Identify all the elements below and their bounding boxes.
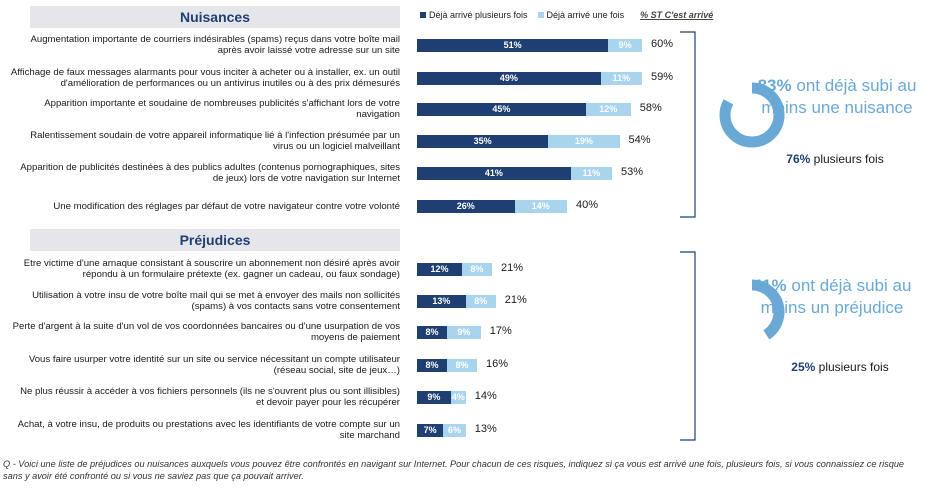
nuisances-summary-percent: 83% [757,76,792,95]
row-label: Vous faire usurper votre identité sur un… [28,354,400,376]
prejudices-plusieurs-value: 25% [791,360,816,374]
bar-total: 40% [576,199,599,211]
bar-total: 54% [628,134,651,146]
nuisances-title: Nuisances [179,9,251,25]
nuisances-plusieurs-value: 76% [786,152,811,166]
bar-once: 9% [608,38,642,52]
nuisances-plusieurs-text: plusieurs fois [813,152,884,166]
row-label: Une modification des réglages par défaut… [53,200,400,212]
row-label: Ne plus réussir à accéder à vos fichiers… [20,386,400,408]
legend-once-label: Déjà arrivé une fois [546,10,625,20]
row-label: Achat, à votre insu, de produits ou pres… [17,419,400,441]
bar-once: 6% [443,423,466,437]
bar-total: 58% [639,102,662,114]
bar-many: 7% [417,423,444,437]
prejudices-summary-text: ont déjà subi au moins un préjudice [760,276,912,317]
row-label: Etre victime d'une arnaque consistant à … [23,258,400,280]
legend-many-label: Déjà arrivé plusieurs fois [429,10,528,20]
bar-many: 8% [417,358,447,372]
bar-once: 14% [514,199,567,213]
legend-st-label: % ST C'est arrivé [640,10,714,20]
nuisances-header: Nuisances [30,6,400,28]
bar-once: 8% [465,294,496,308]
prejudices-bracket [680,251,696,441]
row-label: Perte d'argent à la suite d'un vol de vo… [12,321,400,343]
legend-once-swatch [537,12,544,18]
legend-many-swatch [420,12,426,18]
bar-many: 26% [417,199,515,213]
nuisances-summary: 83% ont déjà subi au moins une nuisance [752,75,922,119]
prejudices-summary: 41% ont déjà subi au moins un préjudice [752,275,912,319]
row-label: Ralentissement soudain de votre appareil… [30,130,400,152]
bar-total: 21% [504,294,527,306]
row-label: Utilisation à votre insu de votre boîte … [32,290,400,312]
bar-total: 16% [486,358,509,370]
question-footnote: Q - Voici une liste de préjudices ou nui… [3,459,905,481]
bar-once: 8% [447,358,477,372]
bar-total: 59% [651,71,674,83]
row-label: Apparition importante et soudaine de nom… [44,98,400,120]
bar-many: 51% [417,38,609,52]
bar-once: 9% [447,325,481,339]
bar-many: 13% [417,294,466,308]
bar-once: 12% [585,102,631,116]
bar-total: 17% [489,325,512,337]
nuisances-bracket [680,31,696,218]
bar-once: 4% [450,390,466,404]
bar-many: 45% [417,102,586,116]
nuisances-plusieurs: 76% plusieurs fois [780,152,890,166]
bar-many: 12% [417,262,462,276]
bar-many: 35% [417,134,549,148]
bar-once: 11% [570,166,612,180]
row-label: Apparition de publicités destinées à des… [20,162,400,184]
legend-once: Déjà arrivé une fois [537,10,625,20]
legend: Déjà arrivé plusieurs fois Déjà arrivé u… [420,10,713,20]
bar-total: 13% [474,423,497,435]
prejudices-plusieurs: 25% plusieurs fois [780,360,900,374]
row-label: Affichage de faux messages alarmants pou… [10,67,400,89]
bar-once: 11% [600,71,642,85]
prejudices-plusieurs-text: plusieurs fois [818,360,889,374]
row-label: Augmentation importante de courriers ind… [30,34,400,56]
bar-total: 21% [501,262,524,274]
bar-many: 8% [417,325,447,339]
bar-total: 53% [621,166,644,178]
prejudices-title: Préjudices [179,232,251,248]
legend-many: Déjà arrivé plusieurs fois [420,10,528,20]
bar-once: 19% [548,134,620,148]
prejudices-summary-percent: 41% [752,276,787,295]
bar-total: 14% [474,390,497,402]
bar-total: 60% [651,38,674,50]
bar-many: 9% [417,390,451,404]
bar-many: 49% [417,71,601,85]
prejudices-header: Préjudices [30,229,400,251]
bar-many: 41% [417,166,571,180]
bar-once: 8% [462,262,492,276]
nuisances-summary-text: ont déjà subi au moins une nuisance [761,76,917,117]
